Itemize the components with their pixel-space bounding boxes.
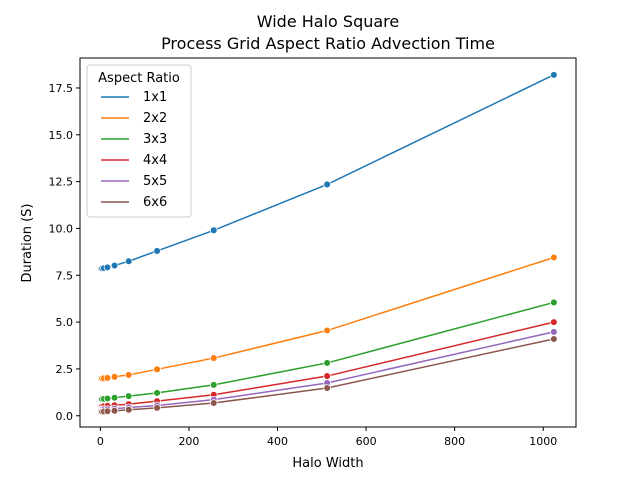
data-point-2x2 bbox=[103, 374, 112, 382]
data-point-1x1 bbox=[209, 226, 218, 235]
data-point-2x2 bbox=[153, 365, 161, 374]
legend-label-1x1: 1x1 bbox=[143, 90, 167, 105]
data-point-2x2 bbox=[110, 373, 119, 381]
data-point-6x6 bbox=[103, 407, 112, 416]
data-point-1x1 bbox=[550, 71, 558, 79]
data-point-6x6 bbox=[153, 404, 161, 412]
data-point-3x3 bbox=[323, 359, 331, 367]
legend-label-6x6: 6x6 bbox=[143, 195, 167, 210]
legend-label-2x2: 2x2 bbox=[143, 111, 167, 126]
x-tick-label: 600 bbox=[356, 435, 377, 448]
data-point-5x5 bbox=[550, 328, 558, 336]
data-point-2x2 bbox=[124, 371, 133, 379]
y-tick-label: 0.0 bbox=[56, 410, 74, 423]
x-tick-label: 400 bbox=[267, 435, 288, 448]
data-point-3x3 bbox=[110, 394, 119, 402]
y-tick-label: 2.5 bbox=[56, 363, 74, 376]
series-line-5x5 bbox=[100, 331, 555, 411]
legend: Aspect Ratio 1x1 2x2 3x3 4x4 5x5 6x6 bbox=[86, 64, 192, 218]
data-point-2x2 bbox=[550, 253, 558, 262]
data-point-6x6 bbox=[110, 406, 119, 415]
series-layer bbox=[97, 71, 558, 416]
data-point-6x6 bbox=[323, 384, 331, 392]
y-tick-label: 15.0 bbox=[49, 129, 74, 142]
x-axis: 0 200 400 600 800 1000 bbox=[97, 427, 557, 448]
data-point-2x2 bbox=[209, 354, 218, 362]
data-point-2x2 bbox=[323, 326, 331, 335]
data-point-3x3 bbox=[103, 394, 112, 403]
data-point-6x6 bbox=[550, 335, 558, 343]
legend-label-3x3: 3x3 bbox=[143, 132, 167, 147]
chart-subtitle: Process Grid Aspect Ratio Advection Time bbox=[161, 34, 495, 53]
data-point-1x1 bbox=[323, 180, 331, 189]
legend-label-5x5: 5x5 bbox=[143, 174, 167, 189]
plot-frame bbox=[79, 57, 577, 428]
chart-title: Wide Halo Square bbox=[257, 12, 399, 31]
y-tick-label: 17.5 bbox=[49, 82, 74, 95]
data-point-3x3 bbox=[124, 392, 133, 400]
y-tick-label: 10.0 bbox=[49, 222, 74, 235]
legend-box bbox=[86, 64, 192, 218]
y-tick-label: 7.5 bbox=[56, 269, 74, 282]
data-point-3x3 bbox=[550, 298, 558, 307]
x-tick-label: 1000 bbox=[529, 435, 557, 448]
data-point-1x1 bbox=[110, 261, 119, 270]
x-axis-label: Halo Width bbox=[292, 456, 363, 471]
data-point-4x4 bbox=[550, 318, 558, 326]
data-point-1x1 bbox=[153, 247, 161, 255]
data-point-6x6 bbox=[124, 405, 133, 414]
y-axis: 0.0 2.5 5.0 7.5 10.0 12.5 15.0 17.5 bbox=[49, 82, 80, 423]
legend-label-4x4: 4x4 bbox=[143, 153, 167, 168]
data-point-3x3 bbox=[209, 381, 218, 389]
data-point-6x6 bbox=[209, 399, 218, 407]
legend-title: Aspect Ratio bbox=[98, 71, 180, 86]
data-point-4x4 bbox=[323, 372, 331, 380]
y-tick-label: 12.5 bbox=[49, 176, 74, 189]
data-point-1x1 bbox=[103, 263, 112, 272]
data-point-3x3 bbox=[153, 389, 161, 397]
y-axis-label: Duration (S) bbox=[20, 204, 35, 283]
x-tick-label: 0 bbox=[97, 435, 104, 448]
y-tick-label: 5.0 bbox=[56, 316, 74, 329]
x-tick-label: 800 bbox=[444, 435, 465, 448]
data-point-1x1 bbox=[124, 257, 133, 266]
x-tick-label: 200 bbox=[178, 435, 199, 448]
